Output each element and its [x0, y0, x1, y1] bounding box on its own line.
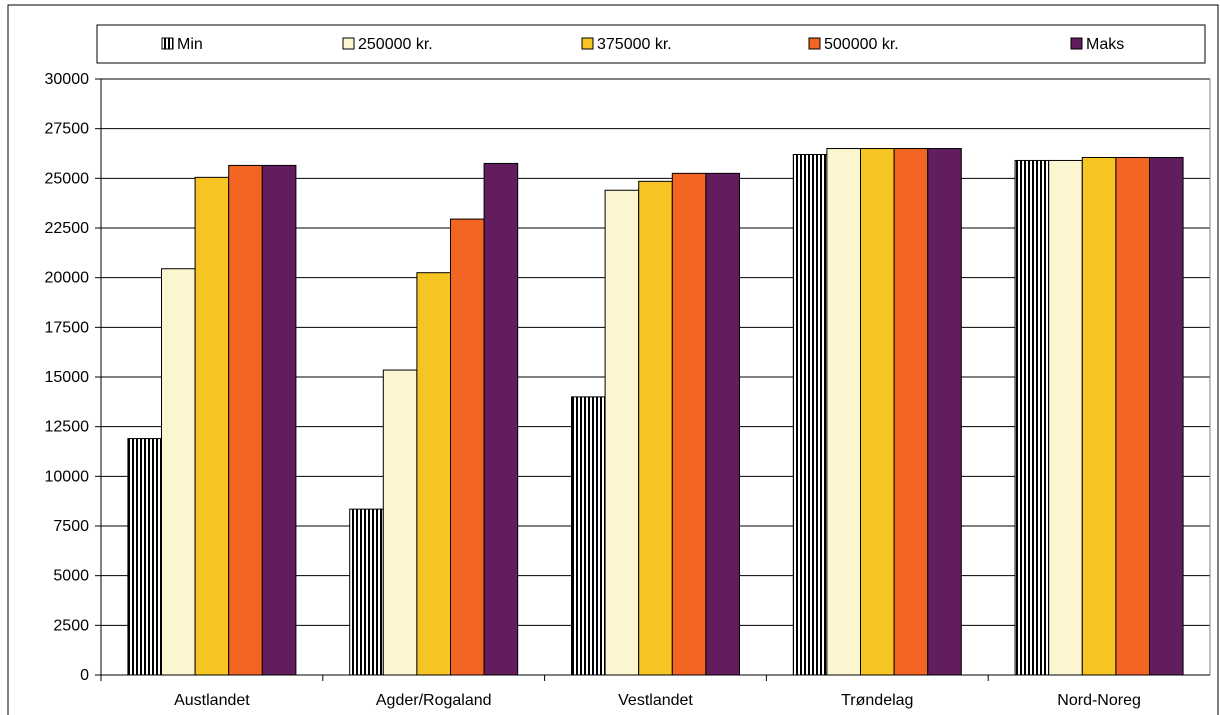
x-tick-label: Nord-Noreg [1057, 692, 1141, 709]
y-tick-label: 27500 [45, 121, 90, 138]
bar-0-0 [127, 438, 162, 676]
legend-swatch [342, 37, 355, 50]
x-tick-label: Agder/Rogaland [376, 692, 492, 709]
y-tick-label: 15000 [45, 369, 90, 386]
legend-swatch [808, 37, 821, 50]
bar-2-3 [671, 172, 707, 676]
bar-4-0 [1014, 159, 1050, 676]
y-tick-label: 17500 [45, 319, 90, 336]
bars [127, 148, 1184, 676]
bar-2-0 [571, 396, 606, 676]
x-tick-label: Vestlandet [618, 692, 693, 709]
bar-2-1 [604, 189, 640, 676]
y-tick-label: 12500 [45, 419, 90, 436]
legend-swatch [581, 37, 594, 50]
y-tick-label: 10000 [45, 468, 90, 485]
legend-label: Maks [1086, 36, 1124, 53]
bar-4-1 [1048, 159, 1083, 676]
legend-box [96, 24, 1206, 64]
bar-1-4 [483, 162, 519, 676]
bar-0-2 [194, 176, 230, 676]
y-tick-label: 22500 [45, 220, 90, 237]
y-tick-label: 0 [80, 667, 89, 684]
bar-0-1 [161, 268, 196, 676]
axes: 0 2500 5000 7500 10000 12500 15000 17500 20000 22… [45, 71, 1211, 709]
bar-3-1 [826, 148, 862, 676]
bar-3-2 [860, 148, 895, 676]
y-tick-label: 7500 [53, 518, 89, 535]
bar-1-3 [450, 218, 485, 676]
y-tick-label: 30000 [45, 71, 90, 88]
x-tick-label: Austlandet [174, 692, 250, 709]
legend-swatch [161, 37, 174, 50]
bar-1-0 [349, 508, 384, 676]
bar-4-4 [1149, 156, 1184, 676]
bar-2-4 [705, 172, 741, 676]
bar-2-2 [638, 180, 673, 676]
legend-label: Min [177, 36, 203, 53]
legend-label: 375000 kr. [597, 36, 672, 53]
bar-4-2 [1081, 156, 1117, 676]
y-tick-label: 5000 [53, 568, 89, 585]
bar-1-2 [416, 272, 451, 676]
y-tick-label: 25000 [45, 170, 90, 187]
bar-4-3 [1115, 156, 1151, 676]
y-tick-label: 20000 [45, 270, 90, 287]
legend: Min 250000 kr. 375000 kr. 500000 kr. Maks [96, 24, 1206, 64]
legend-label: 250000 kr. [358, 36, 433, 53]
bar-3-3 [893, 148, 929, 676]
bar-0-4 [261, 164, 297, 676]
legend-label: 500000 kr. [824, 36, 899, 53]
bar-1-1 [382, 369, 418, 676]
y-tick-label: 2500 [53, 617, 89, 634]
legend-swatch [1070, 37, 1083, 50]
x-tick-label: Trøndelag [841, 692, 913, 709]
bar-3-4 [927, 148, 962, 676]
bar-0-3 [228, 164, 263, 676]
bar-3-0 [792, 153, 828, 676]
